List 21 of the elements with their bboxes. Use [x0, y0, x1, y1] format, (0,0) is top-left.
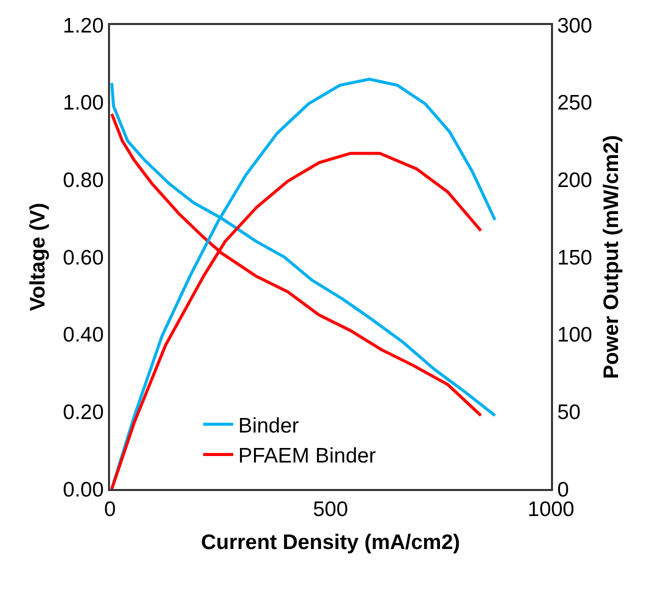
y2-tick-label: 100: [557, 324, 592, 347]
y-tick-label: 0.40: [62, 324, 104, 347]
y-tick-label: 1.20: [62, 14, 104, 38]
x-axis-title: Current Density (mA/cm2): [200, 530, 460, 554]
y2-tick-label: 50: [557, 401, 581, 424]
y2-tick-label: 300: [557, 14, 592, 38]
y2-tick-label: 200: [557, 169, 592, 192]
y-tick-label: 0.20: [62, 401, 104, 424]
line-series: [110, 78, 496, 489]
y-axis-title: Voltage (V): [26, 202, 50, 312]
legend-label: Binder: [238, 414, 299, 438]
y-tick-label: 0.80: [62, 169, 104, 192]
y-tick-label: 0.00: [62, 478, 104, 502]
x-tick-label: 0: [104, 498, 116, 522]
y2-tick-label: 250: [557, 92, 592, 115]
legend-label: PFAEM Binder: [238, 444, 376, 468]
y2-axis-title: Power Output (mW/cm2): [600, 135, 623, 379]
y2-tick-label: 150: [557, 246, 592, 270]
y-tick-label: 1.00: [62, 92, 104, 115]
x-tick-label: 500: [312, 498, 348, 522]
y-tick-label: 0.60: [62, 246, 104, 270]
